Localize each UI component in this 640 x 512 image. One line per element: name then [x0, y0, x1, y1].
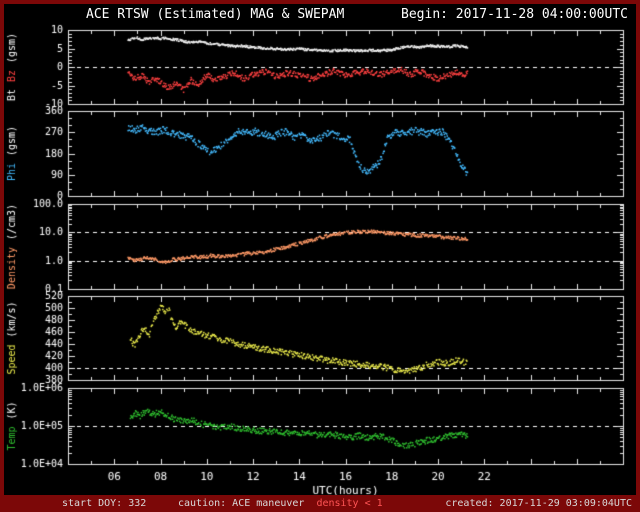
plot-title: ACE RTSW (Estimated) MAG & SWEPAM [86, 7, 345, 22]
begin-timestamp: Begin: 2017-11-28 04:00:00UTC [401, 7, 628, 22]
start-doy-label: start DOY: 332 [62, 498, 147, 509]
caution-density-warning: density < 1 [316, 498, 383, 509]
caution-note: caution: ACE maneuver density < 1 [178, 498, 383, 509]
caution-text: caution: ACE maneuver [178, 498, 305, 509]
created-timestamp: created: 2017-11-29 03:09:04UTC [445, 498, 632, 509]
title-bar: ACE RTSW (Estimated) MAG & SWEPAM Begin:… [0, 7, 640, 23]
status-bar: start DOY: 332 caution: ACE maneuver dens… [0, 495, 640, 512]
